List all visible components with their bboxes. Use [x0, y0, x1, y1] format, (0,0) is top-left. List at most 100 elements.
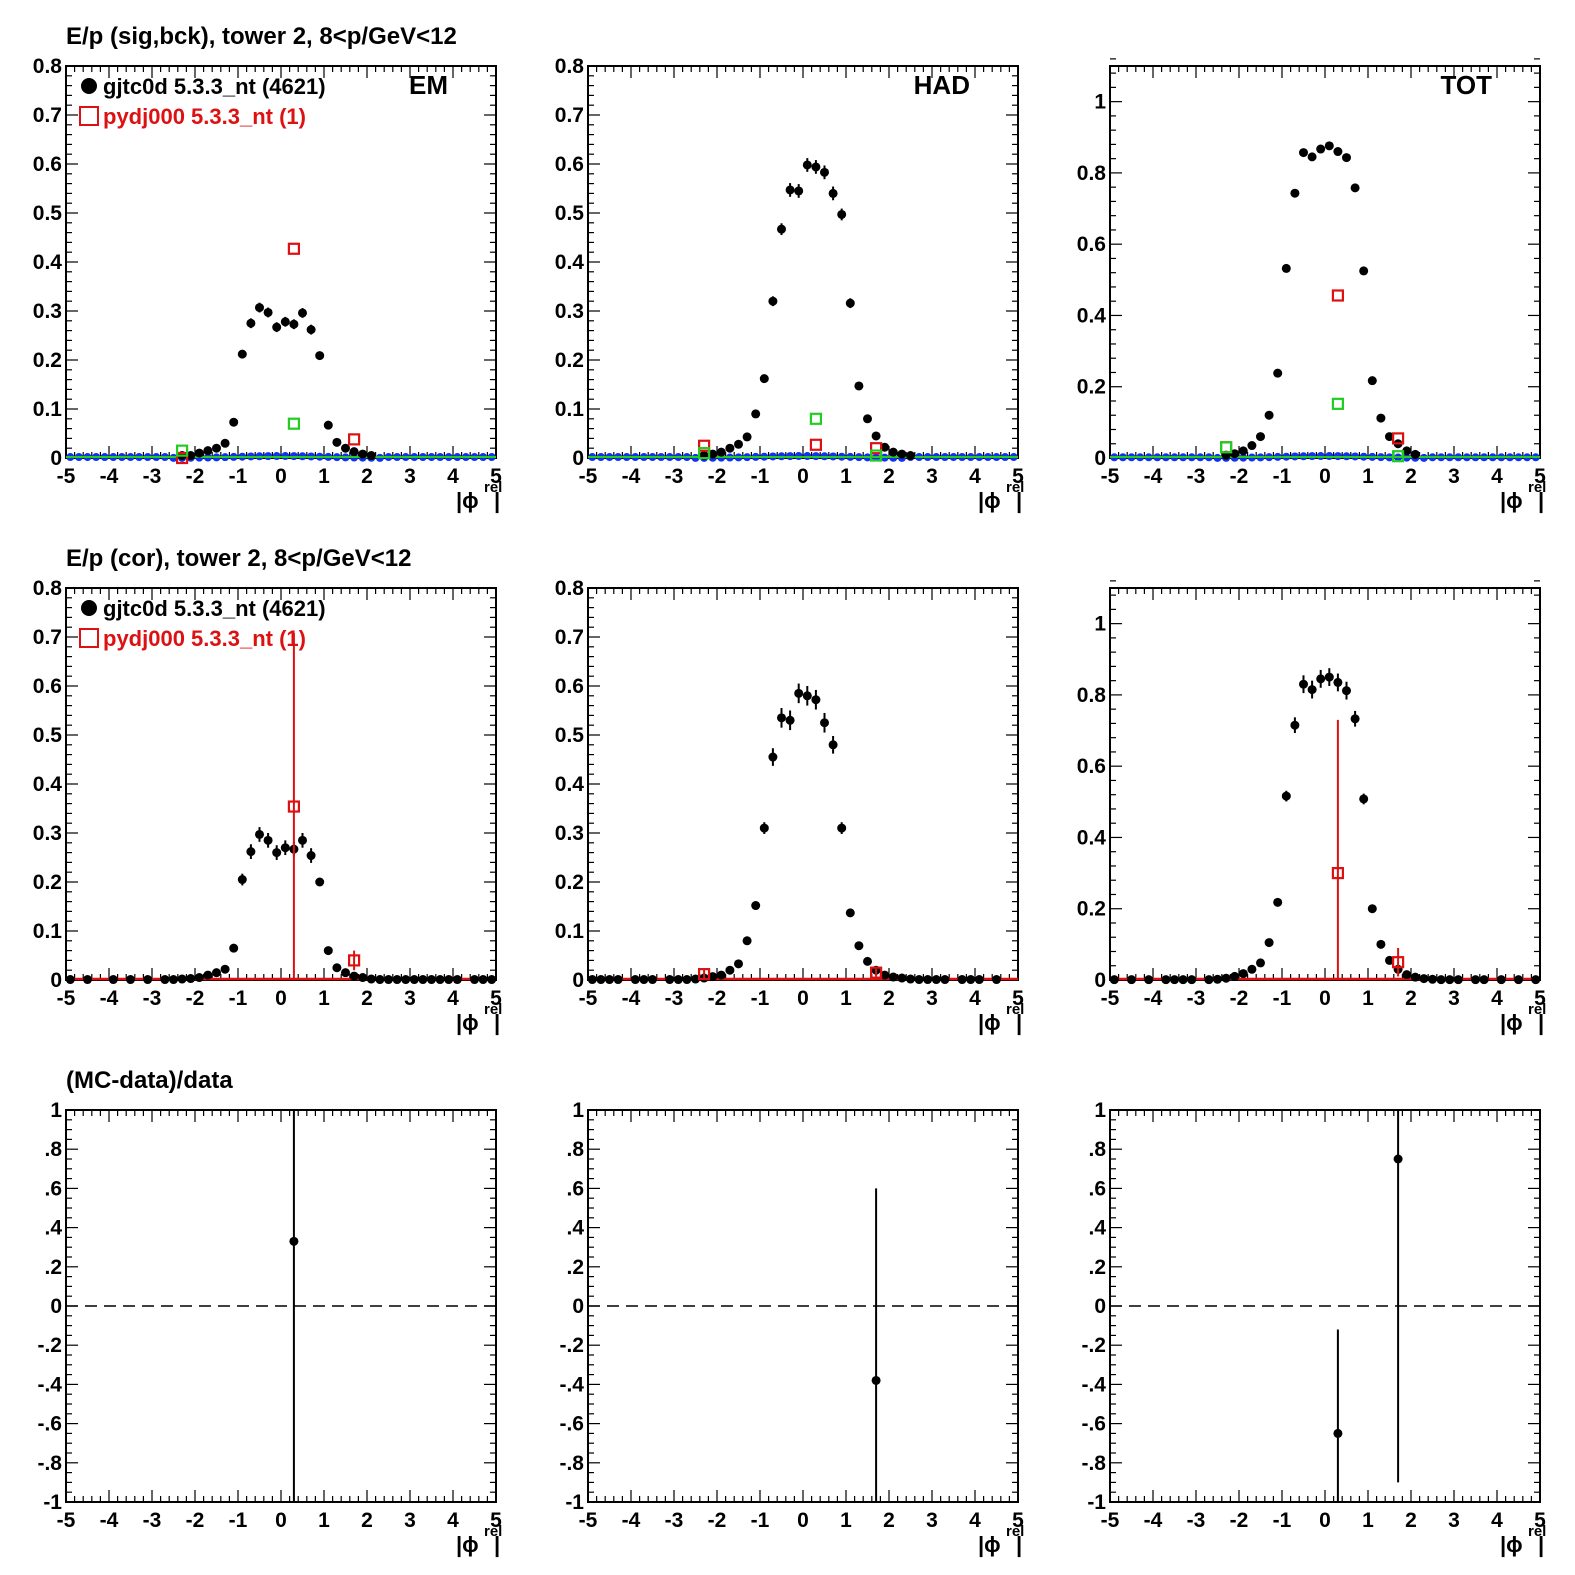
panel-had-sigbck: -5 -4 -3 -2 -1 0 1 2 3 4 5 0 0.1 0.2 0.3 0.4 0.5 0.6 0.7 0.…	[555, 55, 1025, 513]
x-tick-label: 3	[926, 1509, 938, 1532]
x-tick-label: 3	[926, 987, 938, 1010]
data-point	[682, 975, 692, 985]
x-tick-label: 1	[840, 1509, 852, 1532]
x-tick-label: 3	[1448, 987, 1460, 1010]
data-point	[1316, 674, 1326, 684]
data-point	[768, 752, 778, 762]
y-tick-label: .6	[566, 1177, 584, 1200]
x-tick-label: 1	[1362, 1509, 1374, 1532]
legend-mc-label: pydj000 5.3.3_nt (1)	[103, 626, 306, 651]
data-point	[358, 973, 368, 983]
x-tick-label: -5	[579, 465, 598, 488]
y-tick-label: 0	[1094, 1295, 1106, 1318]
x-tick-label: -2	[1230, 465, 1249, 488]
data-point	[341, 968, 350, 978]
x-tick-label: 4	[1491, 465, 1503, 488]
data-point	[888, 972, 898, 982]
data-point	[1256, 958, 1265, 968]
panel-em-cor: -5 -4 -3 -2 -1 0 1 2 3 4 5 0 0.1 0.2 0.3 0.4 0.5 0.6 0.7 0.…	[33, 577, 503, 1035]
data-point	[341, 443, 350, 453]
x-tick-label: 3	[404, 465, 416, 488]
data-point	[1359, 266, 1369, 276]
data-point	[1350, 183, 1360, 193]
x-tick-label: -1	[751, 1509, 770, 1532]
x-axis-label-sup: rel	[484, 1523, 502, 1540]
y-tick-label: 0.5	[555, 202, 585, 225]
x-axis-label-sup: rel	[484, 479, 502, 496]
data-point	[169, 975, 178, 985]
data-point	[906, 451, 915, 461]
data-point	[212, 968, 221, 978]
x-tick-label: 1	[318, 1509, 330, 1532]
x-tick-label: 2	[361, 987, 373, 1010]
data-point	[1333, 677, 1343, 687]
y-tick-label: 0.7	[33, 104, 62, 127]
data-point	[708, 972, 718, 982]
x-tick-label: -4	[100, 987, 119, 1010]
data-point	[966, 975, 976, 985]
data-point	[613, 975, 623, 985]
data-point	[1273, 897, 1283, 907]
panel-em-ratio: -5 -4 -3 -2 -1 0 1 2 3 4 5 -1 -.8 -.6 -.4 -.2 0 .2 .4 .6 .8 1…	[37, 1099, 502, 1557]
data-point	[1342, 153, 1351, 163]
mc-point	[809, 438, 823, 451]
mc-point	[176, 451, 189, 465]
x-tick-label: -5	[1101, 465, 1120, 488]
x-tick-label: -3	[665, 1509, 684, 1532]
data-point	[957, 975, 967, 985]
x-tick-label: -4	[622, 987, 641, 1010]
data-point	[263, 835, 273, 845]
legend-mc-marker	[79, 628, 99, 648]
x-tick-label: 5	[1534, 465, 1546, 488]
y-tick-label: .8	[566, 1138, 584, 1161]
data-point	[1290, 720, 1300, 730]
y-tick-label: -.6	[37, 1413, 62, 1436]
x-tick-label: 5	[490, 465, 502, 488]
x-tick-label: -4	[100, 465, 119, 488]
y-tick-label: 1	[572, 1099, 584, 1122]
y-tick-label: -.6	[1081, 1413, 1106, 1436]
y-tick-label: 0.7	[555, 626, 584, 649]
x-axis-label-sup: rel	[1528, 479, 1546, 496]
x-tick-label: 2	[883, 465, 895, 488]
data-point	[212, 443, 221, 453]
data-point	[1350, 714, 1360, 724]
y-tick-label: .4	[44, 1217, 62, 1240]
x-tick-label: 5	[490, 987, 502, 1010]
data-point	[811, 695, 821, 705]
mc-point	[1331, 866, 1345, 880]
data-point	[186, 974, 196, 984]
x-tick-label: -2	[186, 987, 205, 1010]
data-point	[186, 451, 196, 461]
y-tick-label: 0	[572, 1295, 584, 1318]
mc-point	[697, 968, 711, 981]
data-point	[974, 975, 984, 985]
x-axis-label-sup: rel	[1006, 1523, 1024, 1540]
data-point	[315, 351, 325, 361]
x-axis-label-close: |	[1538, 488, 1544, 513]
y-tick-label: 0.4	[1077, 826, 1107, 849]
y-tick-label: 1	[1094, 1099, 1106, 1122]
x-tick-label: -5	[579, 987, 598, 1010]
x-tick-label: 2	[883, 987, 895, 1010]
data-point	[1281, 263, 1291, 273]
y-tick-label: -.4	[559, 1373, 584, 1396]
y-tick-label: 0.2	[1077, 898, 1106, 921]
data-point	[777, 713, 786, 723]
x-tick-label: 0	[275, 1509, 287, 1532]
data-point	[1479, 975, 1489, 985]
data-point	[923, 975, 933, 985]
x-tick-label: -3	[665, 465, 684, 488]
data-point	[854, 941, 864, 951]
data-point	[444, 975, 454, 985]
data-point	[83, 975, 92, 985]
signal-point	[869, 449, 883, 462]
data-point	[1307, 152, 1317, 162]
x-tick-label: -1	[1273, 1509, 1292, 1532]
data-point	[1230, 449, 1240, 459]
data-point	[220, 964, 230, 974]
data-point	[255, 303, 264, 313]
data-point	[1342, 686, 1351, 696]
data-point	[1273, 368, 1283, 378]
y-tick-label: 0.5	[555, 724, 585, 747]
